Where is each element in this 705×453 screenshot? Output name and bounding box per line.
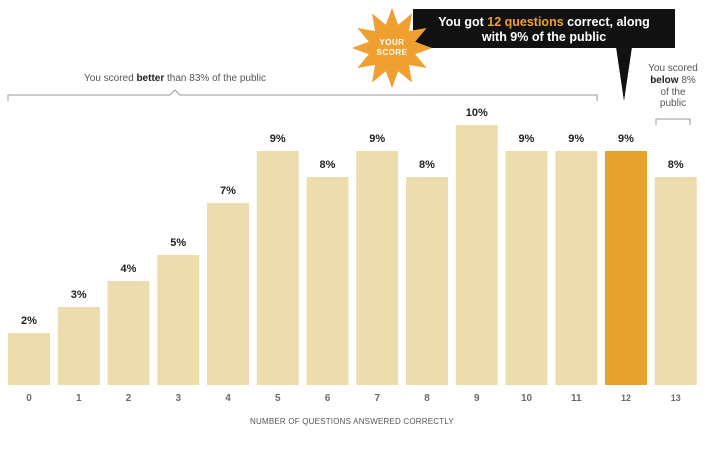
value-label: 5%	[170, 237, 186, 249]
value-label: 3%	[71, 289, 87, 301]
x-tick-labels-group: 0 1 2 3 4 5 6 7 8 9 10 11 12 13	[26, 393, 681, 404]
value-labels-group: 2% 3% 4% 5% 7% 9% 8% 9% 8% 10% 9% 9% 9% 8%	[21, 107, 684, 327]
bar	[207, 203, 249, 385]
below-line3: of the	[660, 87, 685, 98]
bar	[256, 151, 299, 385]
bar	[555, 151, 598, 385]
value-label: 2%	[21, 315, 37, 327]
callout-line1: You got 12 questions correct, along	[438, 15, 650, 29]
starburst-icon	[352, 8, 432, 88]
bar	[57, 307, 100, 385]
x-tick-label: 2	[126, 393, 132, 404]
x-tick-label: 10	[521, 393, 533, 404]
x-tick-label: 7	[374, 393, 380, 404]
value-label: 9%	[618, 133, 634, 145]
bar	[505, 151, 548, 385]
value-label: 8%	[419, 159, 435, 171]
callout-box	[413, 9, 675, 48]
x-tick-label: 13	[671, 393, 681, 403]
bars-group	[8, 125, 697, 385]
value-label: 8%	[320, 159, 336, 171]
bar-highlight	[605, 151, 647, 385]
bar	[157, 255, 200, 385]
value-label: 10%	[466, 107, 488, 119]
x-axis-title: NUMBER OF QUESTIONS ANSWERED CORRECTLY	[250, 417, 454, 426]
below-bracket	[655, 118, 691, 125]
better-bracket	[7, 89, 598, 101]
x-tick-label: 0	[26, 393, 32, 404]
below-annotation: You scored below 8% of the public	[648, 63, 698, 125]
bar	[356, 151, 399, 385]
badge-line1: YOUR	[379, 38, 404, 47]
value-label: 9%	[369, 133, 385, 145]
value-label: 7%	[220, 185, 236, 197]
x-tick-label: 1	[76, 393, 82, 404]
value-label: 9%	[270, 133, 286, 145]
better-annotation-text: You scored better than 83% of the public	[84, 73, 266, 84]
x-tick-label: 5	[275, 393, 281, 404]
bar	[8, 333, 50, 385]
bar	[455, 125, 498, 385]
callout-pointer	[616, 47, 632, 101]
better-annotation: You scored better than 83% of the public	[7, 73, 598, 101]
score-callout: You got 12 questions correct, along with…	[413, 9, 675, 101]
value-label: 9%	[519, 133, 535, 145]
bar	[654, 177, 697, 385]
x-tick-label: 6	[325, 393, 331, 404]
below-line2: below 8%	[650, 75, 696, 86]
value-label: 9%	[568, 133, 584, 145]
below-line4: public	[660, 98, 686, 109]
badge-line2: SCORE	[377, 48, 408, 57]
value-label: 4%	[121, 263, 137, 275]
x-tick-label: 12	[621, 393, 631, 403]
your-score-badge: YOUR SCORE	[352, 8, 432, 88]
bar	[107, 281, 150, 385]
x-tick-label: 11	[571, 393, 582, 404]
value-label: 8%	[668, 159, 684, 171]
below-line1: You scored	[648, 63, 698, 74]
x-tick-label: 4	[225, 393, 231, 404]
x-tick-label: 8	[424, 393, 430, 404]
bar	[306, 177, 349, 385]
callout-line2: with 9% of the public	[481, 30, 606, 44]
x-tick-label: 3	[175, 393, 181, 404]
x-tick-label: 9	[474, 393, 480, 404]
bar	[406, 177, 448, 385]
